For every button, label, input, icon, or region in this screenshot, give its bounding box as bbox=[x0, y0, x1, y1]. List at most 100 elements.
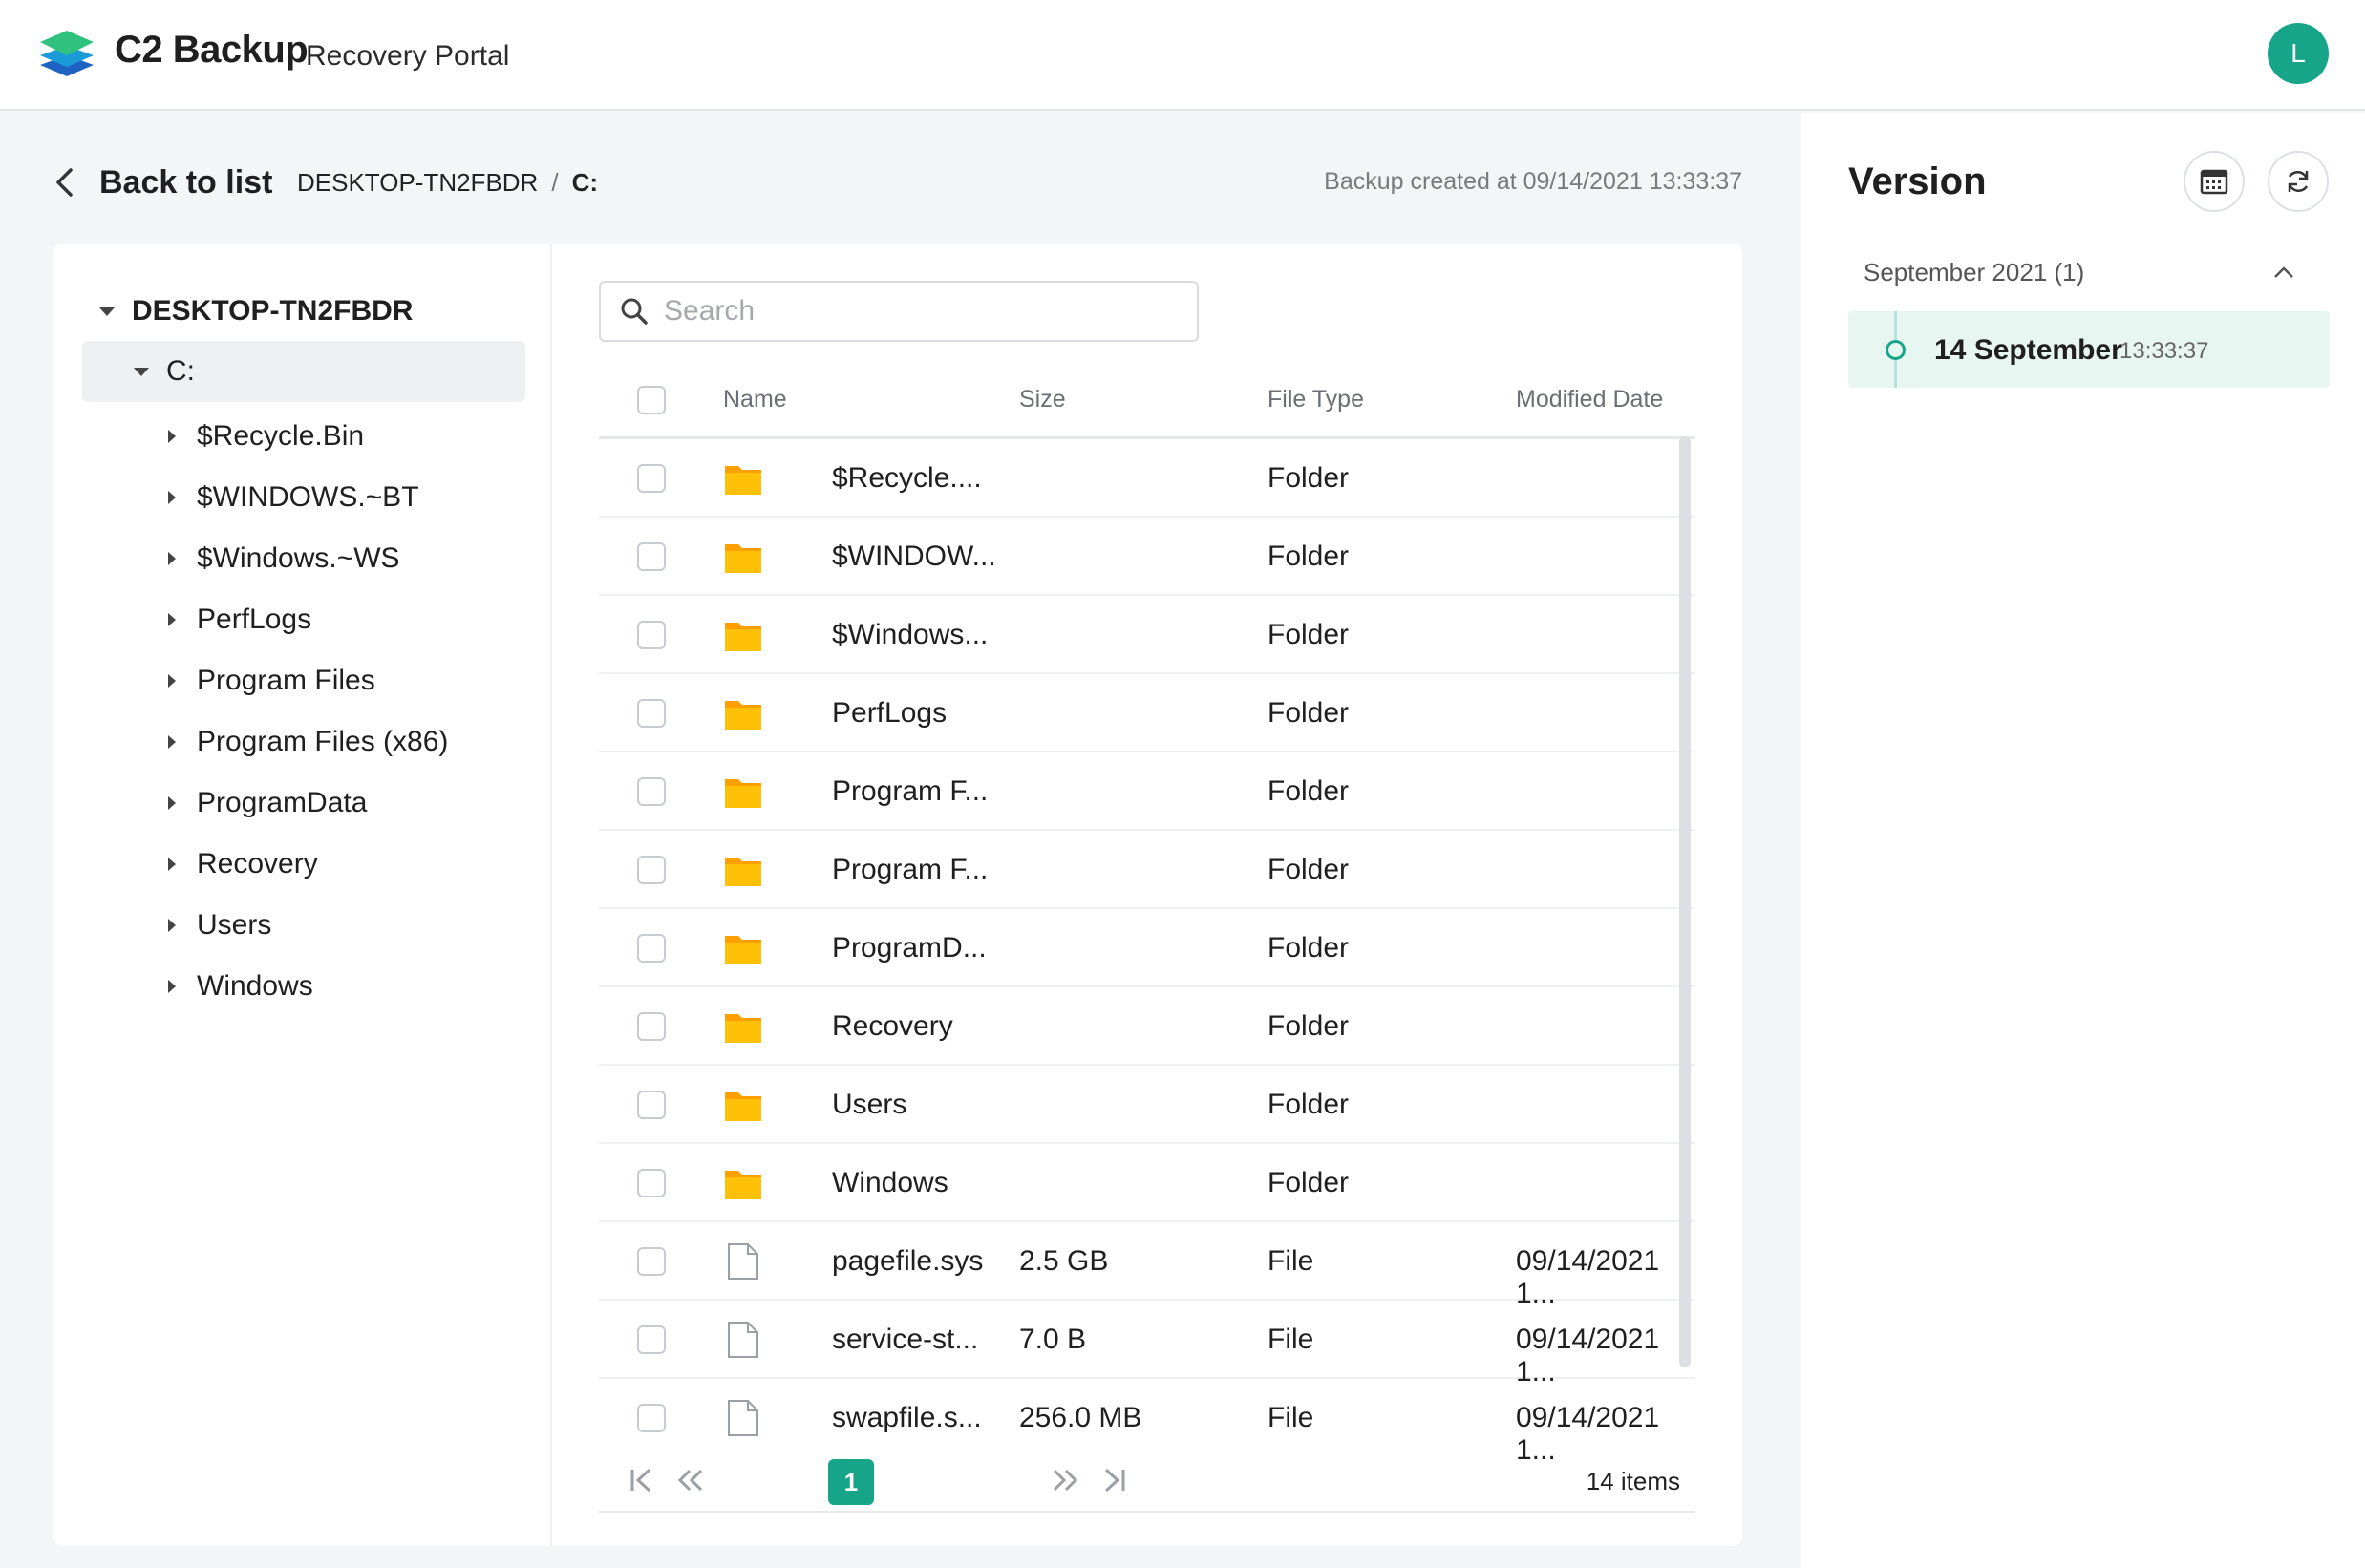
file-icon bbox=[728, 1400, 758, 1436]
table-row[interactable]: Program F... Folder bbox=[599, 831, 1695, 909]
row-checkbox[interactable] bbox=[637, 1404, 666, 1432]
search-icon bbox=[621, 298, 648, 325]
select-all-checkbox[interactable] bbox=[637, 386, 666, 414]
file-type: Folder bbox=[1268, 462, 1350, 494]
calendar-button[interactable] bbox=[2184, 151, 2245, 212]
folder-icon bbox=[725, 544, 761, 573]
tree-item[interactable]: Program Files (x86) bbox=[168, 718, 448, 766]
app-header: C2 Backup Recovery Portal L bbox=[0, 0, 2365, 111]
version-time: 13:33:37 bbox=[2120, 338, 2209, 364]
column-header-size[interactable]: Size bbox=[1019, 386, 1066, 413]
caret-right-icon bbox=[168, 980, 176, 993]
row-checkbox[interactable] bbox=[637, 699, 666, 728]
search-box[interactable] bbox=[599, 281, 1199, 342]
first-page-icon[interactable] bbox=[622, 1463, 660, 1497]
tree-node-drive-c[interactable]: C: bbox=[82, 341, 525, 402]
table-row[interactable]: Recovery Folder bbox=[599, 987, 1695, 1066]
tree-item-label: Recovery bbox=[197, 848, 318, 879]
caret-right-icon bbox=[168, 858, 176, 871]
column-header-name[interactable]: Name bbox=[723, 386, 787, 413]
caret-down-icon bbox=[134, 367, 149, 376]
row-checkbox[interactable] bbox=[637, 542, 666, 571]
table-row[interactable]: pagefile.sys 2.5 GB File 09/14/2021 1... bbox=[599, 1222, 1695, 1309]
file-name: Users bbox=[832, 1089, 907, 1120]
tree-item[interactable]: $WINDOWS.~BT bbox=[168, 474, 419, 521]
tree-item[interactable]: Users bbox=[168, 901, 271, 949]
row-checkbox[interactable] bbox=[637, 621, 666, 649]
folder-icon bbox=[725, 779, 761, 808]
table-row[interactable]: ProgramD... Folder bbox=[599, 909, 1695, 987]
tree-item-label: PerfLogs bbox=[197, 604, 312, 635]
back-to-list-button[interactable]: Back to list bbox=[53, 159, 272, 206]
tree-item[interactable]: Program Files bbox=[168, 657, 375, 705]
table-row[interactable]: Program F... Folder bbox=[599, 752, 1695, 831]
caret-right-icon bbox=[168, 796, 176, 810]
page-button-current[interactable]: 1 bbox=[828, 1459, 874, 1505]
file-modified: 09/14/2021 1... bbox=[1516, 1402, 1660, 1466]
table-row[interactable]: $Windows... Folder bbox=[599, 596, 1695, 674]
version-month-group[interactable]: September 2021 (1) bbox=[1864, 258, 2085, 286]
file-name: Program F... bbox=[832, 775, 989, 807]
tree-item[interactable]: PerfLogs bbox=[168, 596, 311, 644]
next-pages-icon[interactable] bbox=[1046, 1463, 1084, 1497]
breadcrumb-separator: / bbox=[551, 168, 559, 197]
column-header-type[interactable]: File Type bbox=[1268, 386, 1364, 413]
tree-drive-label: C: bbox=[166, 355, 195, 387]
tree-item[interactable]: $Recycle.Bin bbox=[168, 413, 364, 460]
caret-right-icon bbox=[168, 552, 176, 565]
row-checkbox[interactable] bbox=[637, 777, 666, 806]
file-name: pagefile.sys bbox=[832, 1245, 984, 1277]
tree-item[interactable]: Recovery bbox=[168, 840, 318, 888]
file-type: Folder bbox=[1268, 854, 1350, 885]
breadcrumb-device[interactable]: DESKTOP-TN2FBDR bbox=[297, 168, 539, 197]
file-type: Folder bbox=[1268, 619, 1350, 650]
column-header-modified[interactable]: Modified Date bbox=[1516, 386, 1664, 413]
file-modified: 09/14/2021 1... bbox=[1516, 1324, 1660, 1388]
table-row[interactable]: service-st... 7.0 B File 09/14/2021 1... bbox=[599, 1301, 1695, 1388]
table-header: Name Size File Type Modified Date bbox=[599, 363, 1695, 439]
file-browser-panel: DESKTOP-TN2FBDR C: $Recycle.Bin $WINDOWS… bbox=[53, 244, 1742, 1546]
table-row[interactable]: PerfLogs Folder bbox=[599, 674, 1695, 752]
version-entry[interactable]: 14 September 13:33:37 bbox=[1848, 311, 2330, 388]
file-icon bbox=[728, 1243, 758, 1280]
file-type: Folder bbox=[1268, 697, 1350, 729]
tree-item[interactable]: $Windows.~WS bbox=[168, 535, 400, 583]
search-input[interactable] bbox=[664, 295, 1161, 328]
table-scrollbar[interactable] bbox=[1679, 436, 1691, 1367]
row-checkbox[interactable] bbox=[637, 464, 666, 493]
refresh-button[interactable] bbox=[2268, 151, 2329, 212]
tree-root-node[interactable]: DESKTOP-TN2FBDR bbox=[99, 295, 413, 328]
row-checkbox[interactable] bbox=[637, 1091, 666, 1119]
folder-icon bbox=[725, 1171, 761, 1199]
file-name: Program F... bbox=[832, 854, 989, 885]
user-avatar[interactable]: L bbox=[2268, 23, 2329, 84]
row-checkbox[interactable] bbox=[637, 1325, 666, 1354]
last-page-icon[interactable] bbox=[1096, 1463, 1134, 1497]
file-name: $Windows... bbox=[832, 619, 989, 650]
folder-icon bbox=[725, 623, 761, 651]
table-row[interactable]: Windows Folder bbox=[599, 1144, 1695, 1222]
row-checkbox[interactable] bbox=[637, 934, 666, 963]
row-checkbox[interactable] bbox=[637, 1012, 666, 1041]
refresh-icon bbox=[2288, 170, 2309, 193]
file-type: File bbox=[1268, 1324, 1314, 1355]
folder-icon bbox=[725, 1092, 761, 1121]
previous-pages-icon[interactable] bbox=[671, 1463, 710, 1497]
tree-item[interactable]: ProgramData bbox=[168, 779, 367, 827]
file-icon bbox=[728, 1322, 758, 1358]
tree-item-label: $Windows.~WS bbox=[197, 542, 400, 574]
table-row[interactable]: swapfile.s... 256.0 MB File 09/14/2021 1… bbox=[599, 1379, 1695, 1466]
table-row[interactable]: Users Folder bbox=[599, 1066, 1695, 1144]
table-row[interactable]: $WINDOW... Folder bbox=[599, 518, 1695, 596]
tree-item[interactable]: Windows bbox=[168, 963, 313, 1010]
file-name: swapfile.s... bbox=[832, 1402, 982, 1433]
row-checkbox[interactable] bbox=[637, 856, 666, 884]
table-row[interactable]: $Recycle.... Folder bbox=[599, 439, 1695, 518]
row-checkbox[interactable] bbox=[637, 1247, 666, 1276]
calendar-icon bbox=[2200, 169, 2228, 195]
row-checkbox[interactable] bbox=[637, 1169, 666, 1197]
file-size: 256.0 MB bbox=[1019, 1402, 1142, 1433]
folder-icon bbox=[725, 1014, 761, 1043]
file-name: Windows bbox=[832, 1167, 948, 1198]
chevron-up-icon[interactable] bbox=[2269, 258, 2298, 286]
